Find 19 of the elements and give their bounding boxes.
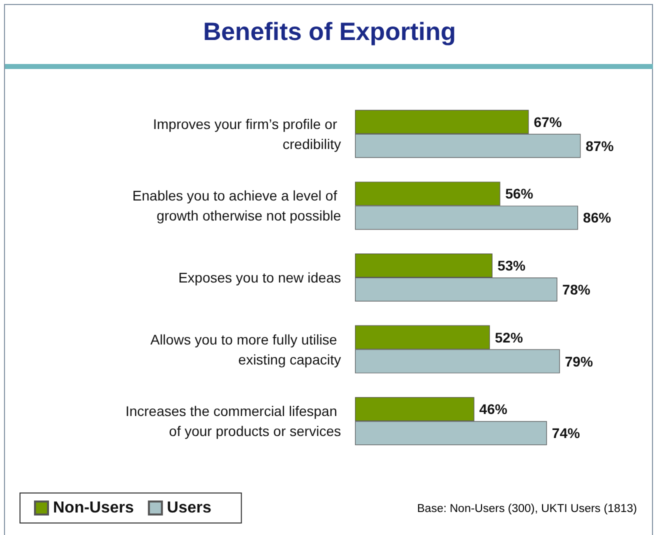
data-label: 87% [586,138,614,154]
legend-label: Users [166,500,212,516]
data-label: 78% [562,282,591,298]
y-tick-label: Enables you to achieve a level of growth otherwise not possible [132,188,342,224]
data-label: 52% [494,329,524,346]
data-label: 79% [564,353,594,370]
y-tick-label: Allows you to more fully utilise existing capacity [150,331,341,368]
data-label: 53% [497,258,526,274]
y-tick-label: Increases the commercial lifespan of your products or services [125,403,341,440]
data-label: 74% [552,425,580,442]
y-tick-label: Improves your firm’s profile or credibility [152,116,341,152]
text: Base: Non-Users (300), UKTI Users (1813) [417,503,637,515]
data-label: 56% [505,186,534,202]
data-label: 67% [534,114,562,130]
y-tick-label: Exposes you to new ideas [178,270,341,286]
data-label: 46% [479,401,508,418]
legend-label: Non-Users [53,500,134,516]
chart-title: Benefits of Exporting [202,18,457,47]
data-label: 86% [583,210,612,226]
